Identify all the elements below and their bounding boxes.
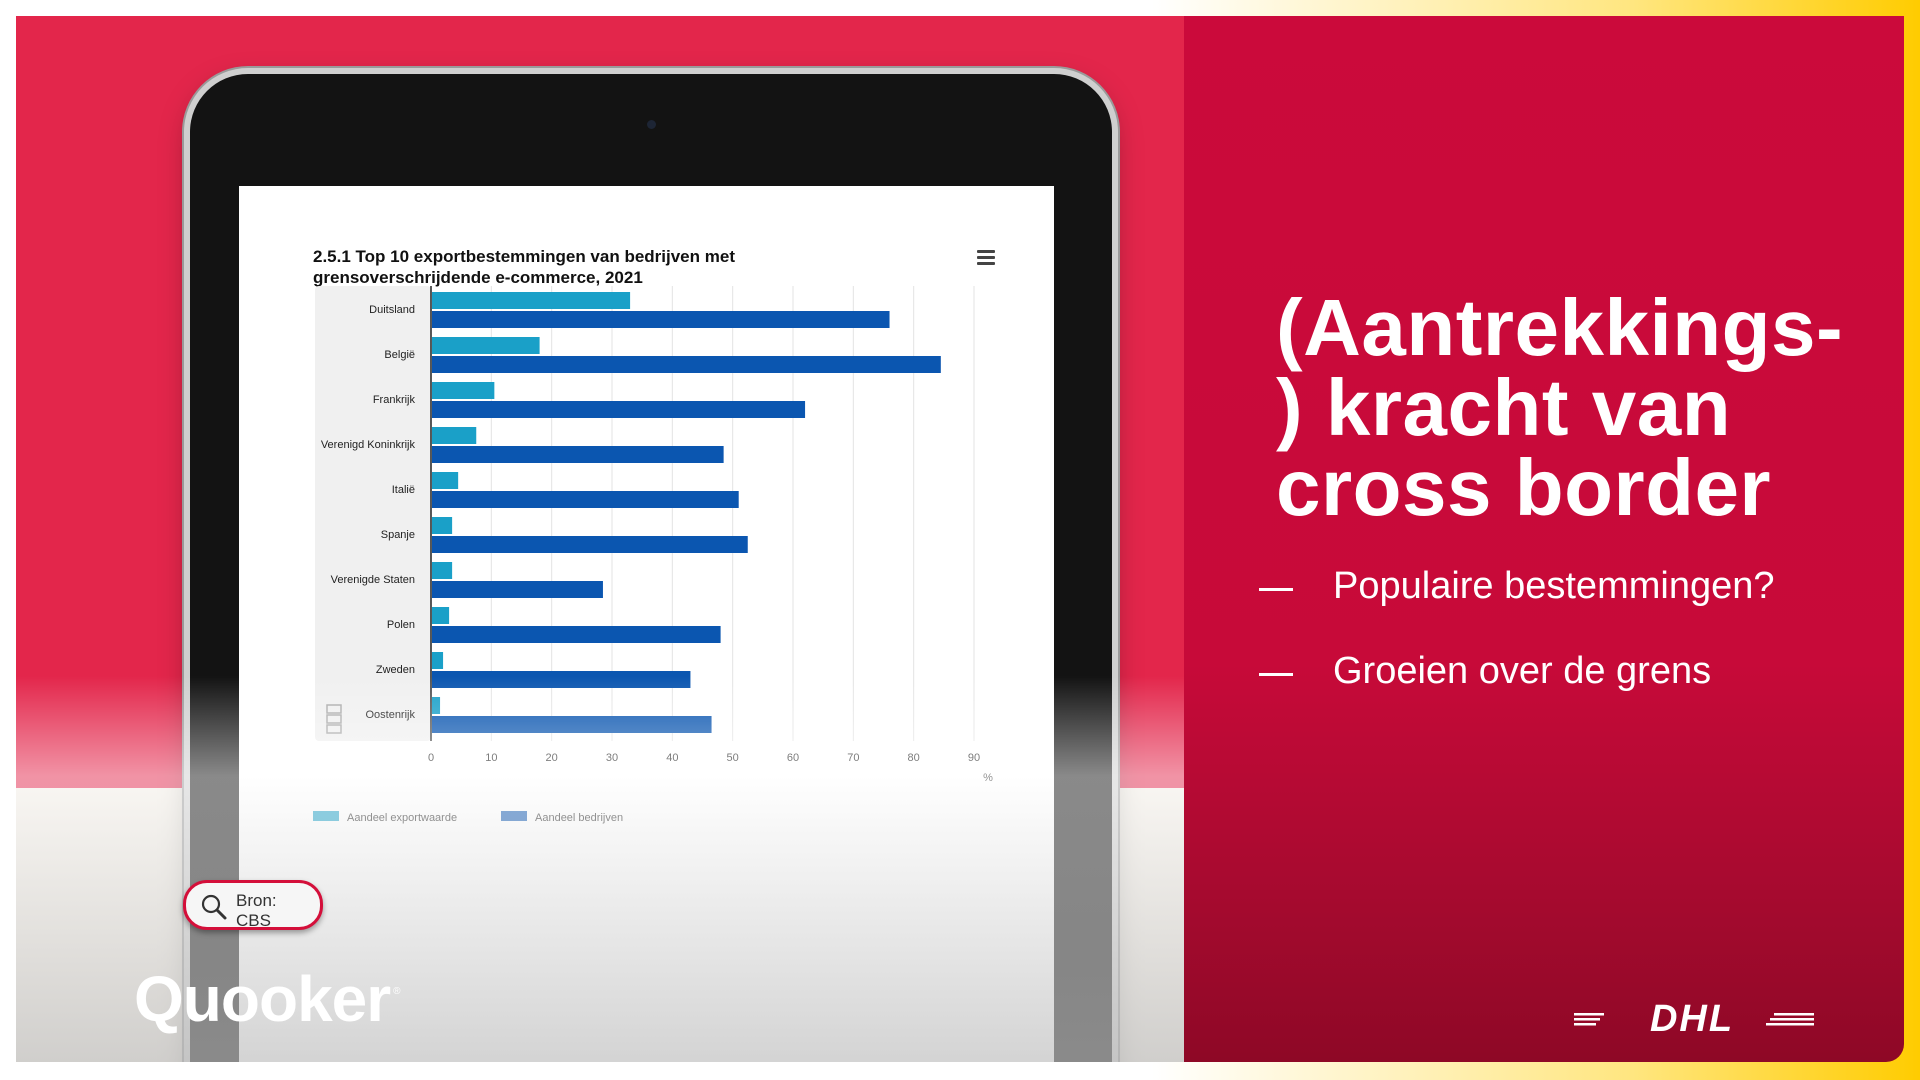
category-label: Verenigde Staten [331,574,415,586]
x-tick-label: 10 [485,752,497,764]
source-badge-label: Bron: CBS [236,891,277,930]
bar-bedrijven [432,581,603,598]
category-label: België [384,349,415,361]
legend-label: Aandeel bedrijven [535,812,623,824]
chart-title-line-1: 2.5.1 Top 10 exportbestemmingen van bedr… [313,247,735,266]
x-tick-label: 30 [606,752,618,764]
quooker-wordmark: Quooker [134,963,391,1035]
bullet-dash-icon [1259,587,1293,591]
bar-bedrijven [432,536,748,553]
category-label: Duitsland [369,304,415,316]
bar-exportwaarde [432,607,450,624]
bar-exportwaarde [432,517,453,534]
category-label: Zweden [376,664,415,676]
bullet-item: Groeien over de grens [1259,641,1899,701]
x-tick-label: 80 [908,752,920,764]
bullet-dash-icon [1259,672,1293,676]
bar-exportwaarde [432,382,495,399]
bar-bedrijven [432,446,724,463]
quooker-logo: Quooker ® [134,962,401,1036]
legend-swatch [313,811,339,821]
dhl-wordmark: DHL [1650,998,1734,1038]
bar-exportwaarde [432,562,453,579]
category-label: Spanje [381,529,415,541]
bar-exportwaarde [432,472,459,489]
bar-bedrijven [432,356,941,373]
dhl-logo: DHL [1574,998,1814,1038]
x-tick-label: 40 [666,752,678,764]
bullet-list: Populaire bestemmingen? Groeien over de … [1259,556,1899,726]
right-red-panel [1184,16,1904,1062]
x-tick-label: 90 [968,752,980,764]
bar-exportwaarde [432,652,444,669]
bar-exportwaarde [432,292,631,309]
bullet-text: Populaire bestemmingen? [1333,564,1775,607]
x-tick-label: 20 [546,752,558,764]
tablet-screen: 2.5.1 Top 10 exportbestemmingen van bedr… [239,186,1054,1062]
chart-title-line-2: grensoverschrijdende e-commerce, 2021 [313,268,643,287]
chart-title: 2.5.1 Top 10 exportbestemmingen van bedr… [313,246,833,288]
bar-bedrijven [432,491,739,508]
search-icon [201,894,227,920]
category-label-panel [315,286,431,741]
category-label: Verenigd Koninkrijk [321,439,416,451]
bar-bedrijven [432,626,721,643]
legend-label: Aandeel exportwaarde [347,812,457,824]
bar-bedrijven [432,401,806,418]
category-label: Italië [392,484,415,496]
x-tick-label: 70 [847,752,859,764]
bar-chart: 0 10 20 30 40 50 60 70 80 90% Duitsland België Frank… [313,286,993,824]
source-badge[interactable]: Bron: CBS [183,880,323,930]
x-tick-label: 60 [787,752,799,764]
bar-bedrijven [432,311,890,328]
legend-swatch [501,811,527,821]
slide-headline: (Aantrekkings-) kracht van cross border [1276,283,1844,532]
x-tick-label: 0 [428,752,434,764]
bullet-item: Populaire bestemmingen? [1259,556,1899,616]
bullet-text: Groeien over de grens [1333,649,1712,692]
x-unit-label: % [983,772,993,784]
bar-bedrijven [432,716,712,733]
bar-bedrijven [432,671,691,688]
bar-exportwaarde [432,337,540,354]
category-label: Oostenrijk [365,709,415,721]
bar-exportwaarde [432,697,441,714]
tablet-camera-icon [647,120,656,129]
x-tick-label: 50 [727,752,739,764]
hamburger-menu-icon[interactable] [977,250,995,266]
slide: 2.5.1 Top 10 exportbestemmingen van bedr… [16,16,1904,1062]
category-label: Polen [387,619,415,631]
registered-mark: ® [393,986,400,997]
bar-exportwaarde [432,427,477,444]
category-label: Frankrijk [373,394,416,406]
